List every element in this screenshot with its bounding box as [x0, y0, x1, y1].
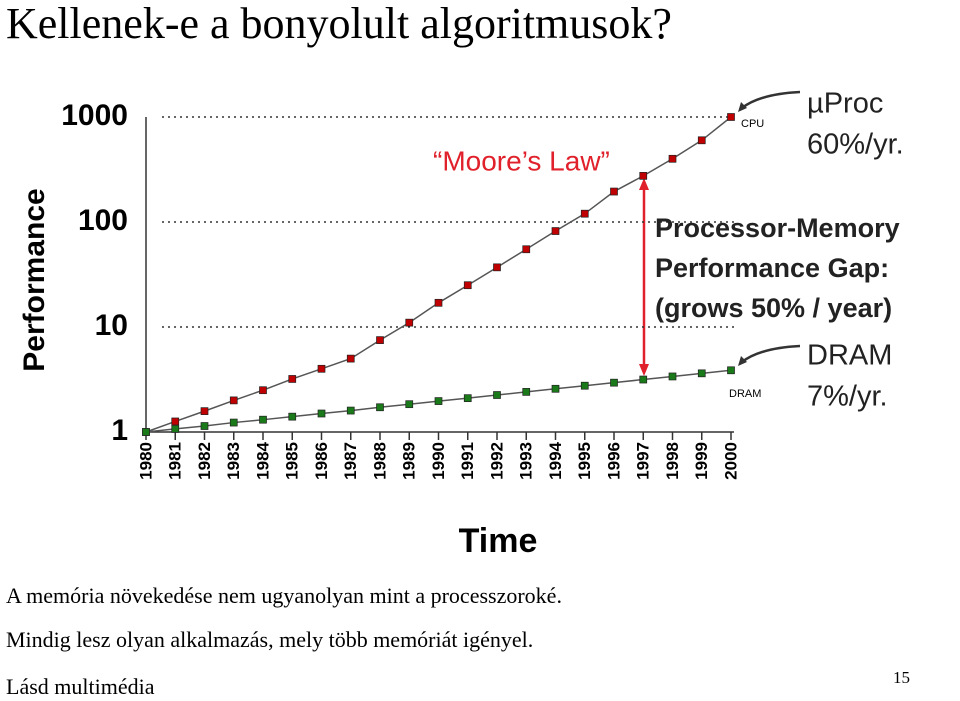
data-point [171, 417, 180, 426]
data-point [317, 409, 326, 418]
slide-title: Kellenek-e a bonyolult algoritmusok? [6, 0, 672, 48]
annotation: µProc [807, 88, 883, 120]
data-point [610, 187, 618, 196]
data-point [697, 369, 706, 378]
data-point [259, 386, 267, 395]
data-point [639, 172, 648, 180]
data-point [727, 113, 735, 121]
x-axis-label: Time [459, 522, 538, 560]
x-tick-label: 2000 [721, 442, 740, 480]
x-tick-label: 1995 [575, 442, 594, 480]
data-point [259, 415, 267, 424]
callout-arrow [741, 90, 801, 110]
data-point [200, 422, 209, 430]
data-point [551, 384, 560, 393]
series-tag: DRAM [729, 388, 761, 400]
x-tick-label: 1989 [400, 442, 419, 480]
data-point [668, 154, 677, 163]
x-tick-label: 1999 [692, 442, 711, 480]
y-tick-label: 1 [111, 414, 128, 447]
data-point [376, 403, 384, 412]
annotation: Processor-Memory [655, 213, 900, 243]
data-point [229, 396, 238, 405]
x-tick-label: 1991 [458, 442, 477, 480]
x-tick-label: 1988 [370, 442, 389, 480]
x-tick-label: 1987 [341, 442, 360, 480]
x-tick-label: 1996 [604, 442, 623, 480]
data-point [346, 406, 355, 415]
data-point [522, 388, 531, 396]
text-line: A memória növekedése nem ugyanolyan mint… [6, 583, 562, 608]
data-point [346, 354, 355, 363]
x-tick-label: 1993 [517, 442, 536, 480]
data-point [639, 375, 648, 384]
data-point [288, 375, 297, 383]
data-point [376, 336, 384, 344]
data-point [580, 209, 589, 218]
data-point [610, 378, 618, 387]
data-point [668, 372, 677, 381]
x-tick-label: 1994 [546, 441, 565, 479]
data-point [727, 366, 735, 375]
data-point [405, 400, 414, 409]
page-number: 15 [893, 668, 910, 687]
data-point [463, 281, 472, 290]
data-point [142, 428, 150, 436]
data-point [434, 298, 443, 307]
callout-arrow-head [738, 102, 747, 112]
data-point [551, 227, 560, 235]
y-tick-label: 100 [78, 204, 128, 237]
annotation: 7%/yr. [807, 381, 888, 413]
x-tick-label: 1984 [253, 441, 272, 479]
x-tick-label: 1981 [166, 442, 185, 480]
x-tick-label: 1983 [224, 442, 243, 480]
data-point [405, 318, 414, 327]
x-tick-label: 1992 [487, 442, 506, 480]
annotation: “Moore’s Law” [433, 145, 610, 176]
x-tick-label: 1982 [195, 442, 214, 480]
annotation: Performance Gap: [655, 253, 889, 283]
data-point [580, 381, 589, 390]
data-point [493, 263, 501, 272]
data-point [200, 407, 209, 415]
data-point [697, 136, 706, 145]
x-tick-label: 1985 [283, 442, 302, 480]
data-point [522, 245, 531, 254]
annotation: 60%/yr. [807, 129, 904, 161]
data-point [463, 394, 472, 403]
y-tick-label: 1000 [61, 99, 128, 132]
x-tick-label: 1980 [136, 442, 155, 480]
annotation: DRAM [807, 340, 892, 372]
text-line: Mindig lesz olyan alkalmazás, mely több … [6, 627, 533, 652]
y-axis-label: Performance [18, 188, 51, 371]
data-point [434, 397, 443, 405]
x-tick-label: 1997 [634, 442, 653, 480]
y-tick-label: 10 [95, 309, 128, 342]
data-point [317, 364, 326, 373]
x-tick-label: 1990 [429, 442, 448, 480]
series-tag: CPU [741, 118, 764, 130]
text-line: Lásd multimédia [6, 674, 155, 699]
data-point [493, 391, 501, 399]
annotation: (grows 50% / year) [655, 293, 892, 323]
data-point [229, 418, 238, 427]
x-tick-label: 1998 [663, 442, 682, 480]
x-tick-label: 1986 [312, 442, 331, 480]
callout-arrow [741, 344, 801, 364]
data-point [171, 425, 180, 433]
data-point [288, 412, 297, 421]
callout-arrow-head [738, 356, 747, 366]
